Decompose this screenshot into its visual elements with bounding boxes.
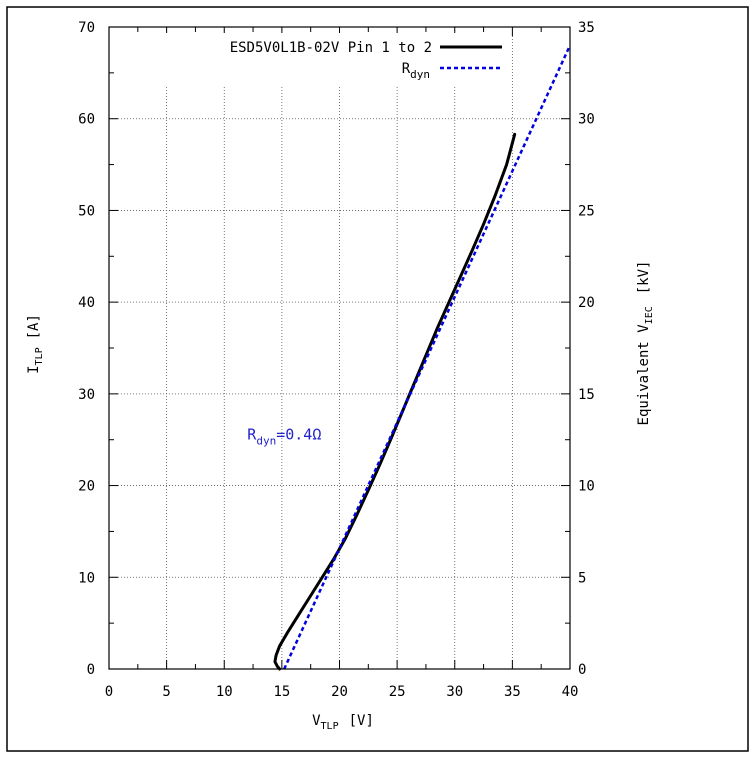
y-axis-title-right-sub: IEC [644,306,655,324]
legend-entry-1-label: ESD5V0L1B-02V Pin 1 to 2 [230,40,432,56]
annotation-rdyn: Rdyn=0.4Ω [247,426,321,448]
y-tick-label-left: 10 [78,570,95,586]
x-axis-title-unit: [V] [349,713,374,729]
y-tick-label-right: 25 [578,203,595,219]
y-tick-label-right: 30 [578,112,595,128]
legend: ESD5V0L1B-02V Pin 1 to 2 Rdyn [116,33,508,85]
series-tlp-curve [273,132,517,671]
y-tick-label-left: 20 [78,479,95,495]
y-tick-label-left: 70 [78,20,95,36]
y-tick-label-right: 15 [578,387,595,403]
series-layer [273,44,572,671]
y-axis-title-left: ITLP [A] [26,314,45,374]
x-axis-title-main: V [312,713,321,729]
y-tick-label-right: 5 [578,570,586,586]
y-axis-title-left-main: I [26,365,42,373]
x-tick-label: 25 [389,684,406,700]
grid [109,27,570,669]
legend-background [116,33,508,85]
x-tick-label: 10 [216,684,233,700]
series-rdyn-fit [283,44,572,670]
legend-entry-2-main: R [402,61,411,77]
outer-border [6,6,749,752]
axes [108,26,571,670]
y-tick-label-left: 60 [78,112,95,128]
legend-entry-2-label: Rdyn [402,61,430,81]
x-tick-label: 0 [105,684,113,700]
x-axis-title: VTLP [V] [312,713,374,732]
x-tick-label: 35 [504,684,521,700]
annotation-rdyn-rest: =0.4Ω [276,426,321,444]
y-axis-title-left-unit: [A] [26,314,42,339]
x-tick-label: 20 [331,684,348,700]
annotation-rdyn-sub: dyn [256,435,276,448]
y-tick-label-left: 50 [78,203,95,219]
y-axis-title-right-main: Equivalent V [636,324,652,426]
y-tick-label-right: 10 [578,479,595,495]
x-tick-label: 15 [273,684,290,700]
y-tick-label-left: 30 [78,387,95,403]
tick-labels: 0 5 10 15 20 25 30 35 40 0 10 20 30 40 50 60 70 0 5 10 15 20 2… [78,20,595,700]
y-tick-label-left: 0 [87,662,95,678]
y-tick-label-right: 0 [578,662,586,678]
x-axis-title-sub: TLP [321,721,339,732]
x-tick-label: 30 [446,684,463,700]
y-tick-label-right: 20 [578,295,595,311]
y-tick-label-left: 40 [78,295,95,311]
x-tick-label: 40 [562,684,579,700]
legend-entry-2-sub: dyn [410,68,430,81]
y-axis-title-right-unit: [kV] [636,261,652,295]
y-axis-title-left-sub: TLP [34,347,45,365]
annotation-rdyn-main: R [247,426,257,444]
y-axis-title-right: Equivalent VIEC [kV] [636,261,655,426]
y-tick-label-right: 35 [578,20,595,36]
x-tick-label: 5 [162,684,170,700]
